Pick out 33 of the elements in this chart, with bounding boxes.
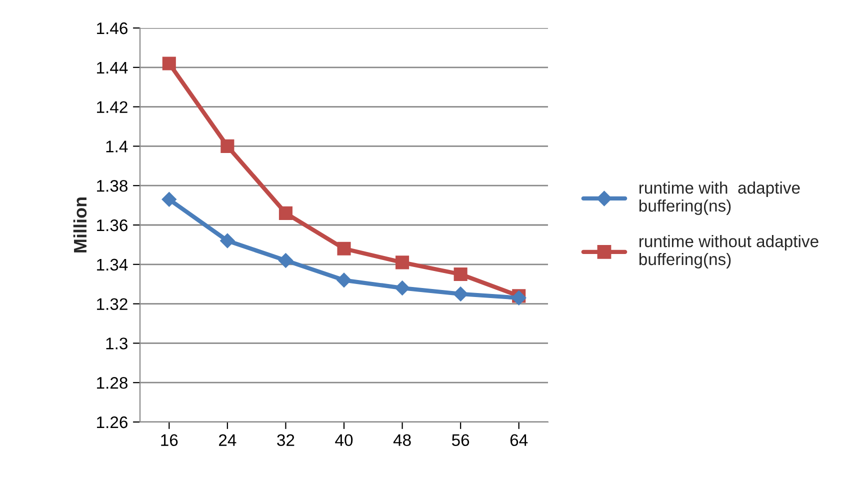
x-tick-label: 32 [277, 434, 294, 446]
legend-label: runtime with adaptive buffering(ns) [639, 182, 800, 215]
y-tick-label: 1.3 [106, 338, 128, 350]
x-tick-label: 40 [335, 434, 353, 446]
point [336, 272, 352, 288]
x-tick-label: 16 [161, 434, 178, 446]
y-tick-label: 1.42 [97, 101, 128, 113]
point [278, 253, 294, 268]
y-tick-label: 1.4 [106, 140, 128, 152]
y-tick-label: 1.38 [97, 180, 128, 192]
point [454, 267, 468, 282]
x-tick-label: 48 [393, 434, 411, 446]
y-tick-label: 1.36 [97, 219, 128, 232]
y-axis-title: Million [73, 198, 87, 252]
point [394, 280, 410, 296]
x-tick-label: 56 [452, 434, 470, 446]
point [220, 233, 235, 248]
x-tick-label: 24 [219, 434, 236, 446]
y-tick-label: 1.32 [97, 298, 128, 310]
y-tick-label: 1.28 [97, 377, 128, 389]
y-tick-label: 1.46 [97, 22, 128, 34]
point [278, 206, 292, 220]
legend-label: runtime without adaptive buffering(ns) [639, 235, 818, 268]
point [220, 139, 234, 153]
point [453, 286, 468, 302]
y-tick-label: 1.26 [97, 416, 128, 428]
y-tick-label: 1.44 [97, 62, 128, 74]
x-tick-label: 64 [510, 434, 528, 446]
point [337, 242, 351, 256]
point [162, 192, 177, 207]
point [396, 256, 410, 270]
point [162, 56, 176, 70]
y-tick-label: 1.34 [97, 258, 128, 271]
